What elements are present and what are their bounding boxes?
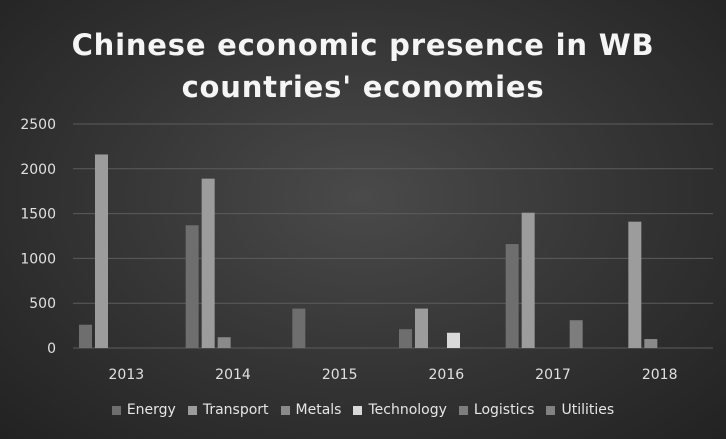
legend-item: Energy (111, 402, 176, 418)
bar (399, 329, 412, 348)
bar (292, 308, 306, 348)
bar (628, 221, 642, 348)
legend-item: Technology (353, 402, 447, 418)
y-tick-label: 1500 (20, 207, 56, 223)
legend-label: Utilities (561, 402, 615, 418)
x-tick-label: 2018 (642, 367, 678, 383)
x-tick-label: 2015 (322, 367, 358, 383)
bar (185, 225, 199, 348)
legend-swatch (546, 405, 556, 415)
bar (644, 339, 658, 348)
y-tick-label: 0 (47, 341, 56, 357)
x-tick-label: 2017 (535, 367, 571, 383)
legend-label: Technology (368, 402, 447, 418)
bar (521, 212, 535, 348)
bar (415, 308, 428, 348)
legend-label: Metals (295, 402, 342, 418)
bar (79, 324, 92, 348)
legend-item: Transport (187, 402, 269, 418)
legend-swatch (280, 405, 290, 415)
x-tick-label: 2013 (109, 367, 145, 383)
legend-label: Logistics (473, 402, 535, 418)
y-tick-label: 1000 (20, 251, 56, 267)
bar (95, 154, 108, 348)
bar (217, 337, 231, 348)
legend-label: Energy (126, 402, 176, 418)
legend-swatch (187, 405, 197, 415)
bar (505, 244, 519, 348)
chart-title: Chinese economic presence in WB countrie… (0, 24, 726, 108)
legend: Energy Transport Metals Technology Logistics… (0, 402, 726, 418)
y-tick-label: 2500 (20, 117, 56, 133)
legend-item: Metals (280, 402, 342, 418)
legend-item: Logistics (458, 402, 535, 418)
legend-swatch (458, 405, 468, 415)
x-tick-label: 2014 (215, 367, 251, 383)
legend-swatch (111, 405, 121, 415)
chart-title-line-2: countries' economies (181, 70, 545, 104)
chart-title-line-1: Chinese economic presence in WB (71, 28, 655, 62)
bar (569, 320, 583, 348)
x-tick-label: 2016 (429, 367, 465, 383)
legend-item: Utilities (546, 402, 614, 418)
legend-swatch (353, 405, 363, 415)
bar (201, 178, 215, 348)
y-tick-label: 2000 (20, 162, 56, 178)
y-tick-label: 500 (29, 296, 56, 312)
bar (447, 332, 460, 348)
legend-label: Transport (202, 402, 269, 418)
